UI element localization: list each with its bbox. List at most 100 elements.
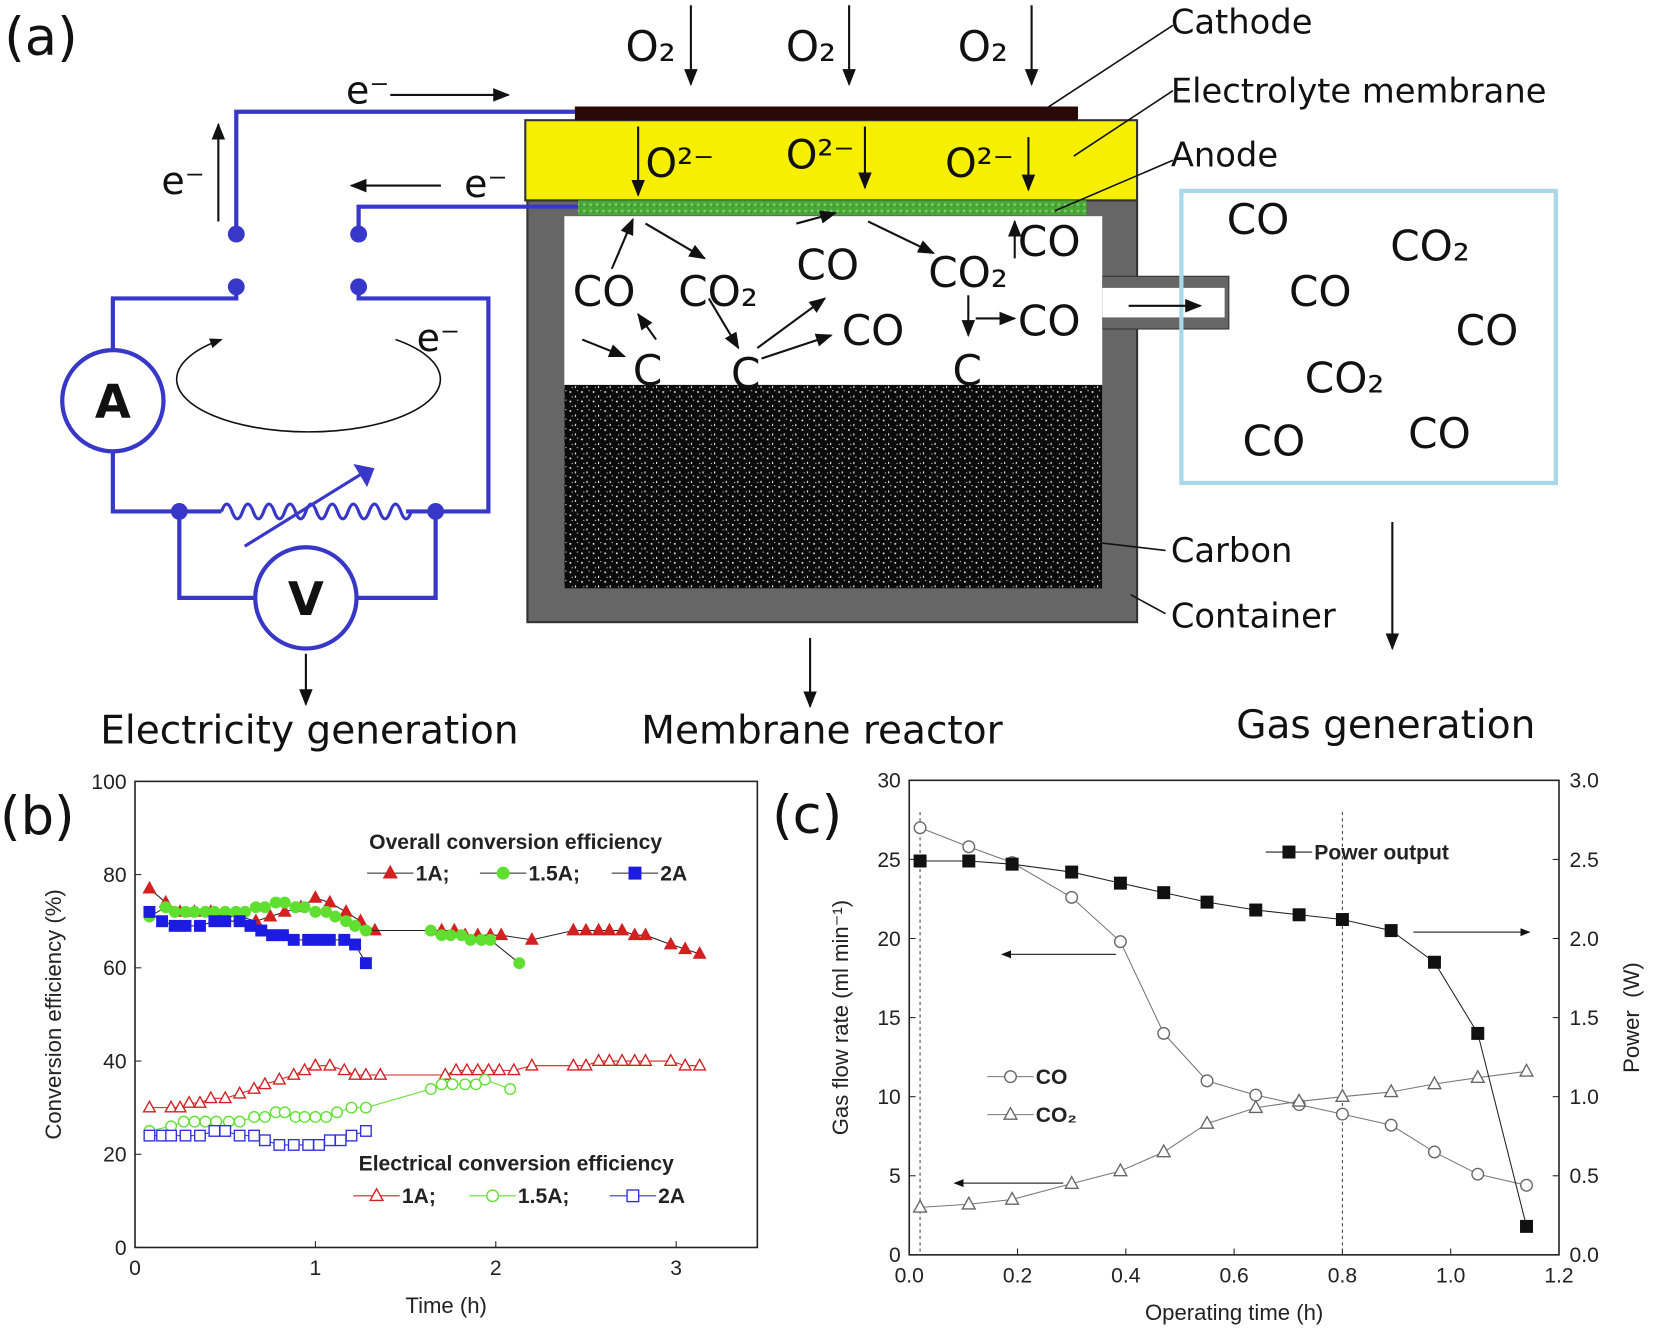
data-point — [348, 1067, 363, 1080]
data-point — [168, 919, 181, 932]
data-point — [255, 924, 268, 937]
data-point — [459, 1062, 474, 1076]
data-point — [182, 1095, 197, 1108]
diagram-label: CO₂ — [1305, 353, 1385, 402]
data-point — [340, 915, 353, 928]
y-tick-label: 60 — [103, 957, 126, 980]
legend-marker — [369, 1187, 385, 1202]
diagram-label: CO — [1243, 417, 1306, 466]
data-point — [142, 1099, 157, 1113]
data-point — [484, 933, 497, 946]
data-point — [142, 880, 157, 894]
data-point — [602, 1053, 617, 1066]
data-point — [1065, 890, 1079, 904]
data-point — [962, 854, 976, 868]
diagram-label: CO — [796, 240, 859, 289]
diagram-label: O²⁻ — [646, 141, 715, 187]
data-point — [329, 910, 342, 923]
data-point — [302, 1138, 315, 1151]
data-point — [435, 1078, 448, 1091]
x-tick-label: 0 — [129, 1257, 141, 1280]
data-point — [1384, 924, 1398, 938]
wire — [177, 511, 438, 601]
data-point — [1249, 1088, 1263, 1102]
data-point — [638, 1053, 653, 1066]
diagram-label: CO — [1227, 195, 1290, 244]
data-point — [492, 1062, 507, 1076]
data-point — [320, 905, 333, 918]
data-point — [1471, 1026, 1485, 1040]
y-tick-label: 20 — [103, 1144, 126, 1167]
data-point — [506, 1062, 521, 1076]
diagram-label: CO — [842, 306, 905, 355]
y-tick-label: 100 — [91, 771, 126, 794]
data-point — [591, 922, 606, 936]
y-tick-label: 0 — [889, 1244, 901, 1267]
diagram-label: (a) — [4, 7, 77, 68]
data-point — [1291, 1093, 1307, 1107]
series-line — [919, 827, 1527, 1186]
data-point — [591, 1053, 606, 1066]
data-point — [233, 915, 246, 928]
x-tick-label: 0.2 — [1003, 1264, 1032, 1287]
legend-label: 1A; — [402, 1185, 436, 1208]
data-point — [373, 1067, 388, 1080]
plot-frame — [134, 780, 759, 1249]
data-point — [179, 1129, 192, 1142]
rheostat-head — [353, 463, 375, 488]
data-point — [278, 896, 291, 909]
diagram-label: Membrane reactor — [641, 708, 1003, 753]
panel-label: (b) — [0, 786, 75, 847]
data-point — [678, 1057, 693, 1071]
chart: 0.0 0.2 0.4 0.6 0.8 1.0 1.2 0 5 10 15 20 25 30 0.0 0.5 1… — [772, 770, 1644, 1326]
data-point — [334, 1134, 347, 1147]
diagram-label: Container — [1171, 596, 1336, 635]
data-point — [1249, 903, 1263, 917]
data-point — [479, 1073, 491, 1086]
data-point — [1471, 1167, 1485, 1181]
legend-label: 1A; — [416, 863, 450, 886]
diagram-label: C — [633, 346, 662, 395]
data-point — [203, 1090, 218, 1104]
data-point — [1156, 1143, 1172, 1158]
diagram-label: CO — [1289, 267, 1352, 316]
data-point — [627, 1053, 642, 1066]
data-point — [481, 1062, 496, 1076]
data-point — [359, 1124, 372, 1137]
legend-marker — [382, 864, 398, 879]
y-tick-label: 20 — [877, 928, 900, 951]
y-tick-label: 30 — [877, 770, 900, 793]
data-point — [1518, 1062, 1535, 1077]
data-point — [1384, 1118, 1398, 1132]
diagram-label: CO — [1456, 306, 1519, 355]
diagram-label: O₂ — [958, 22, 1008, 71]
data-point — [287, 1138, 300, 1151]
series-line — [149, 1060, 700, 1109]
data-point — [345, 1129, 358, 1142]
data-point — [359, 924, 372, 937]
x-axis-label: Time (h) — [405, 1293, 487, 1318]
data-point — [278, 1106, 291, 1119]
legend-marker — [496, 866, 510, 880]
y-tick-label: 15 — [877, 1007, 900, 1030]
data-point — [692, 946, 707, 959]
data-point — [913, 854, 927, 868]
data-point — [464, 933, 477, 946]
diagram-label: V — [288, 572, 324, 626]
data-point — [1335, 1107, 1349, 1121]
data-point — [1157, 886, 1171, 900]
data-point — [1470, 1069, 1486, 1084]
data-point — [298, 901, 311, 914]
diagram-label: Electrolyte membrane — [1171, 71, 1547, 110]
data-point — [504, 1083, 517, 1095]
data-point — [1520, 1178, 1533, 1192]
data-point — [524, 1057, 539, 1071]
anode — [578, 200, 1087, 216]
data-point — [615, 922, 630, 936]
data-point — [692, 1057, 707, 1071]
data-point — [208, 1124, 221, 1137]
diagram-label: e⁻ — [417, 316, 460, 360]
data-point — [320, 1111, 333, 1123]
data-point — [455, 929, 468, 942]
